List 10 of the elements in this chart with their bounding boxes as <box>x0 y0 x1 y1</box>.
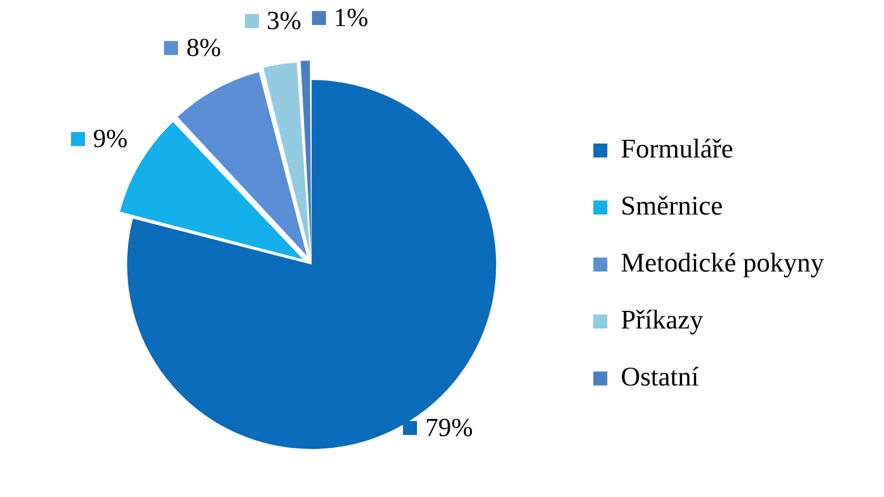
legend-label: Příkazy <box>620 304 704 335</box>
data-label: 9% <box>92 124 128 154</box>
legend-label: Ostatní <box>620 362 700 392</box>
data-label: 79% <box>424 412 473 443</box>
data-label: 1% <box>332 3 368 34</box>
legend-label: Formuláře <box>620 134 734 164</box>
legend-label: Směrnice <box>620 190 723 221</box>
legend-label: Metodické pokyny <box>620 248 824 278</box>
data-label: 8% <box>185 33 222 64</box>
data-label: 3% <box>266 6 302 36</box>
